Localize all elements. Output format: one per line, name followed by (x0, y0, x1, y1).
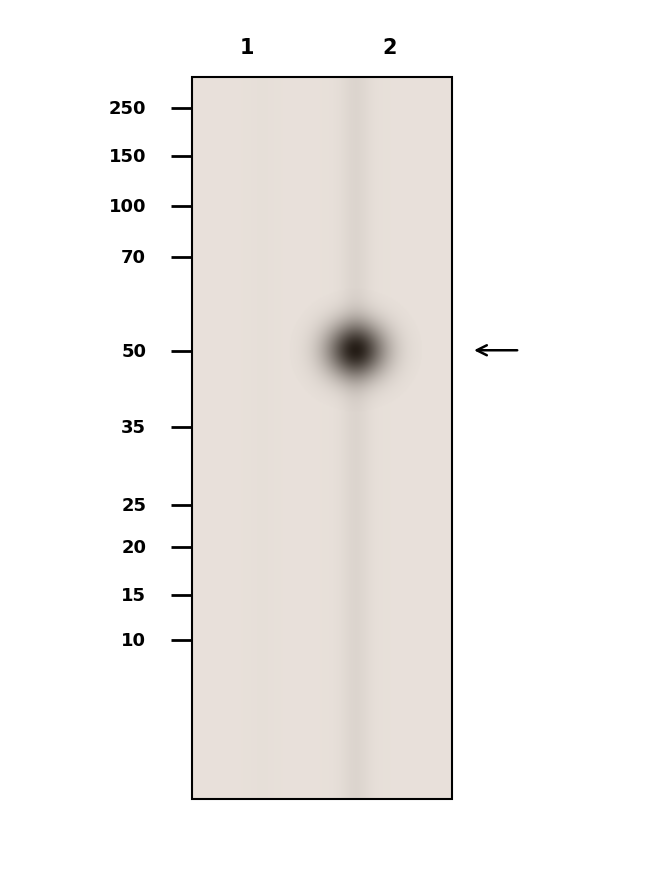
Bar (192, 78, 452, 799)
Text: 50: 50 (122, 343, 146, 361)
Text: 70: 70 (122, 249, 146, 267)
Text: 2: 2 (383, 38, 397, 57)
Text: 35: 35 (122, 419, 146, 436)
Text: 15: 15 (122, 587, 146, 604)
Text: 25: 25 (122, 497, 146, 514)
Text: 10: 10 (122, 632, 146, 649)
Text: 20: 20 (122, 539, 146, 556)
Text: 150: 150 (109, 148, 146, 165)
Text: 1: 1 (240, 38, 254, 57)
Text: 100: 100 (109, 198, 146, 216)
Text: 250: 250 (109, 100, 146, 117)
